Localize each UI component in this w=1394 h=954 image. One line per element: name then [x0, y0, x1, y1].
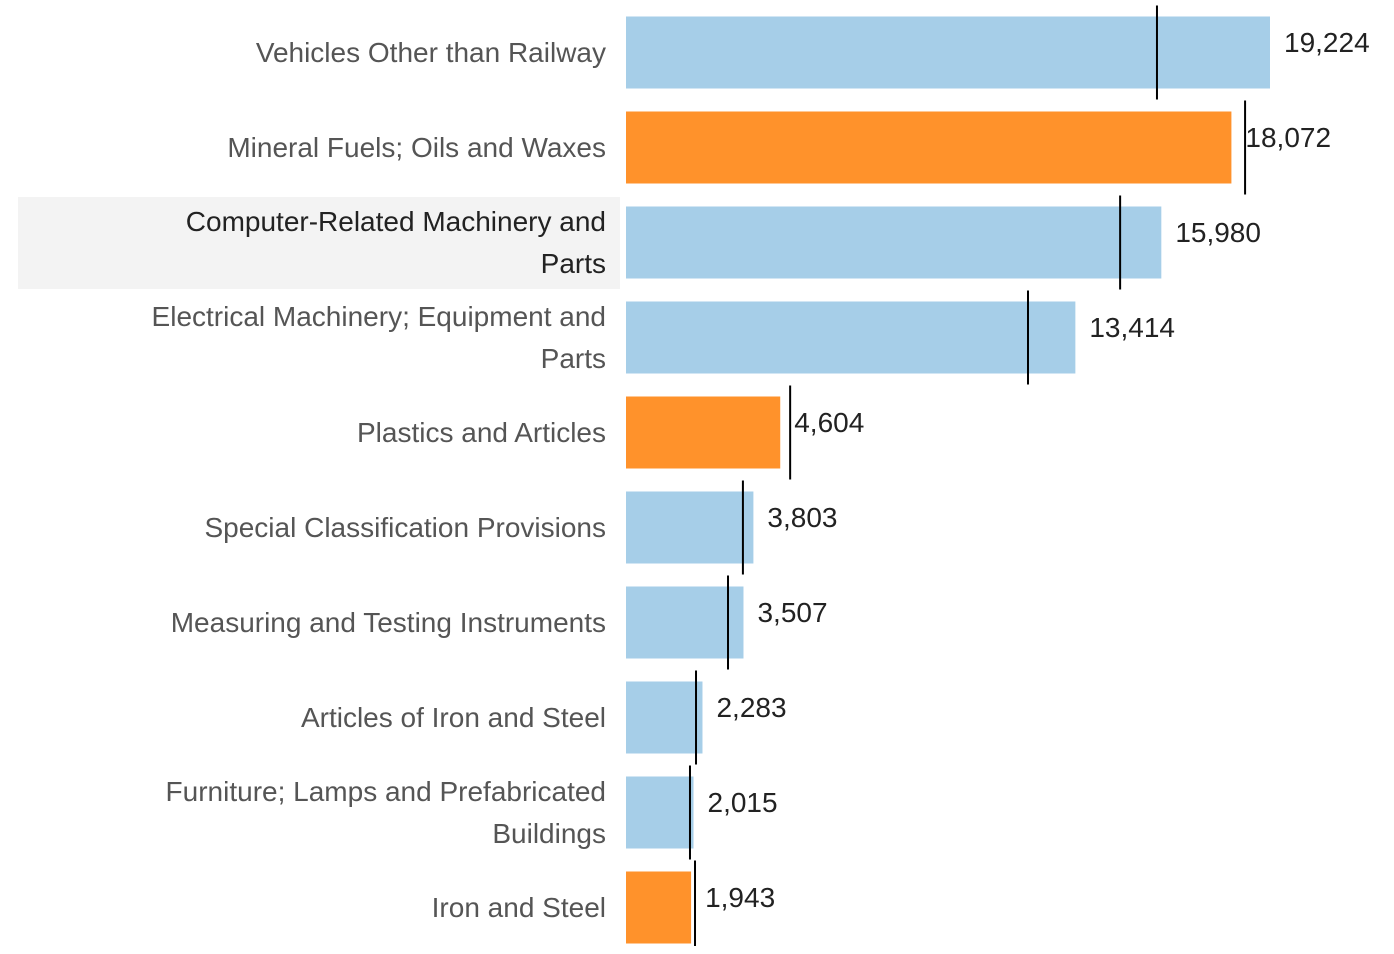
bar	[626, 491, 754, 564]
value-label: 2,283	[716, 692, 786, 723]
category-label: Measuring and Testing Instruments	[170, 606, 606, 638]
bar	[626, 16, 1270, 89]
bar	[626, 586, 744, 659]
bar	[626, 396, 781, 469]
value-label: 15,980	[1175, 217, 1261, 248]
bar	[626, 301, 1076, 374]
bar	[626, 776, 694, 849]
bar	[626, 681, 703, 754]
value-label: 13,414	[1089, 312, 1175, 343]
bar	[626, 206, 1162, 279]
bar	[626, 111, 1232, 184]
category-label: Mineral Fuels; Oils and Waxes	[227, 131, 606, 163]
value-label: 1,943	[705, 882, 775, 913]
value-label: 3,803	[767, 502, 837, 533]
category-label: Articles of Iron and Steel	[300, 701, 606, 733]
value-label: 3,507	[757, 597, 827, 628]
value-label: 18,072	[1245, 122, 1331, 153]
category-label: Vehicles Other than Railway	[255, 36, 606, 68]
category-label: Electrical Machinery; Equipment and Part…	[151, 300, 606, 374]
value-label: 4,604	[794, 407, 864, 438]
category-label: Computer-Related Machinery and Parts	[185, 205, 606, 279]
bar	[626, 871, 692, 944]
category-label: Plastics and Articles	[357, 416, 606, 448]
category-label: Iron and Steel	[431, 891, 606, 923]
value-label: 19,224	[1284, 27, 1370, 58]
category-label: Furniture; Lamps and Prefabricated Build…	[165, 775, 606, 849]
category-label: Special Classification Provisions	[204, 511, 606, 543]
value-label: 2,015	[708, 787, 778, 818]
row-highlight	[18, 196, 620, 289]
